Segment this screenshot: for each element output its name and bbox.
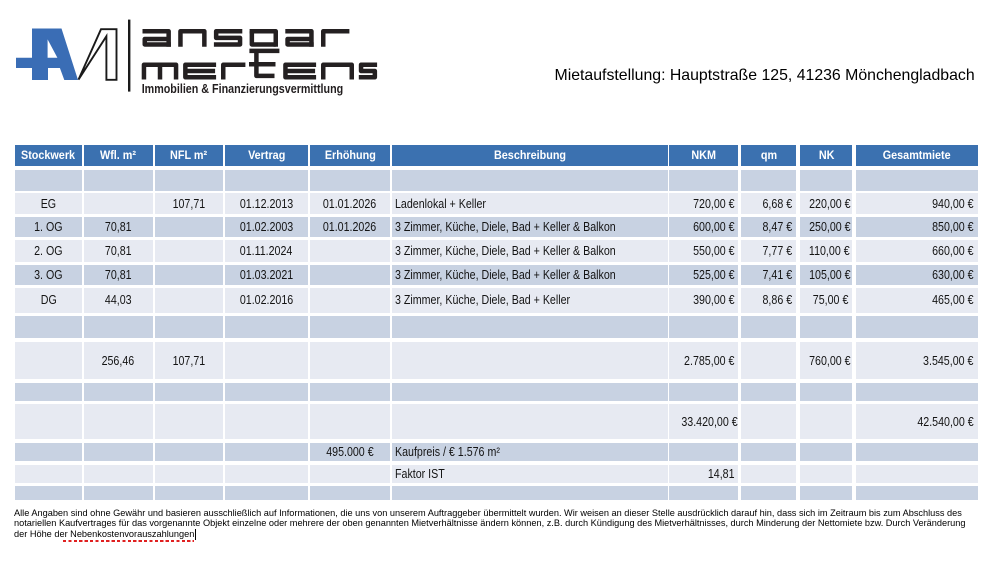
svg-text:Immobilien & Finanzierungsverm: Immobilien & Finanzierungsvermittlung: [142, 81, 344, 96]
